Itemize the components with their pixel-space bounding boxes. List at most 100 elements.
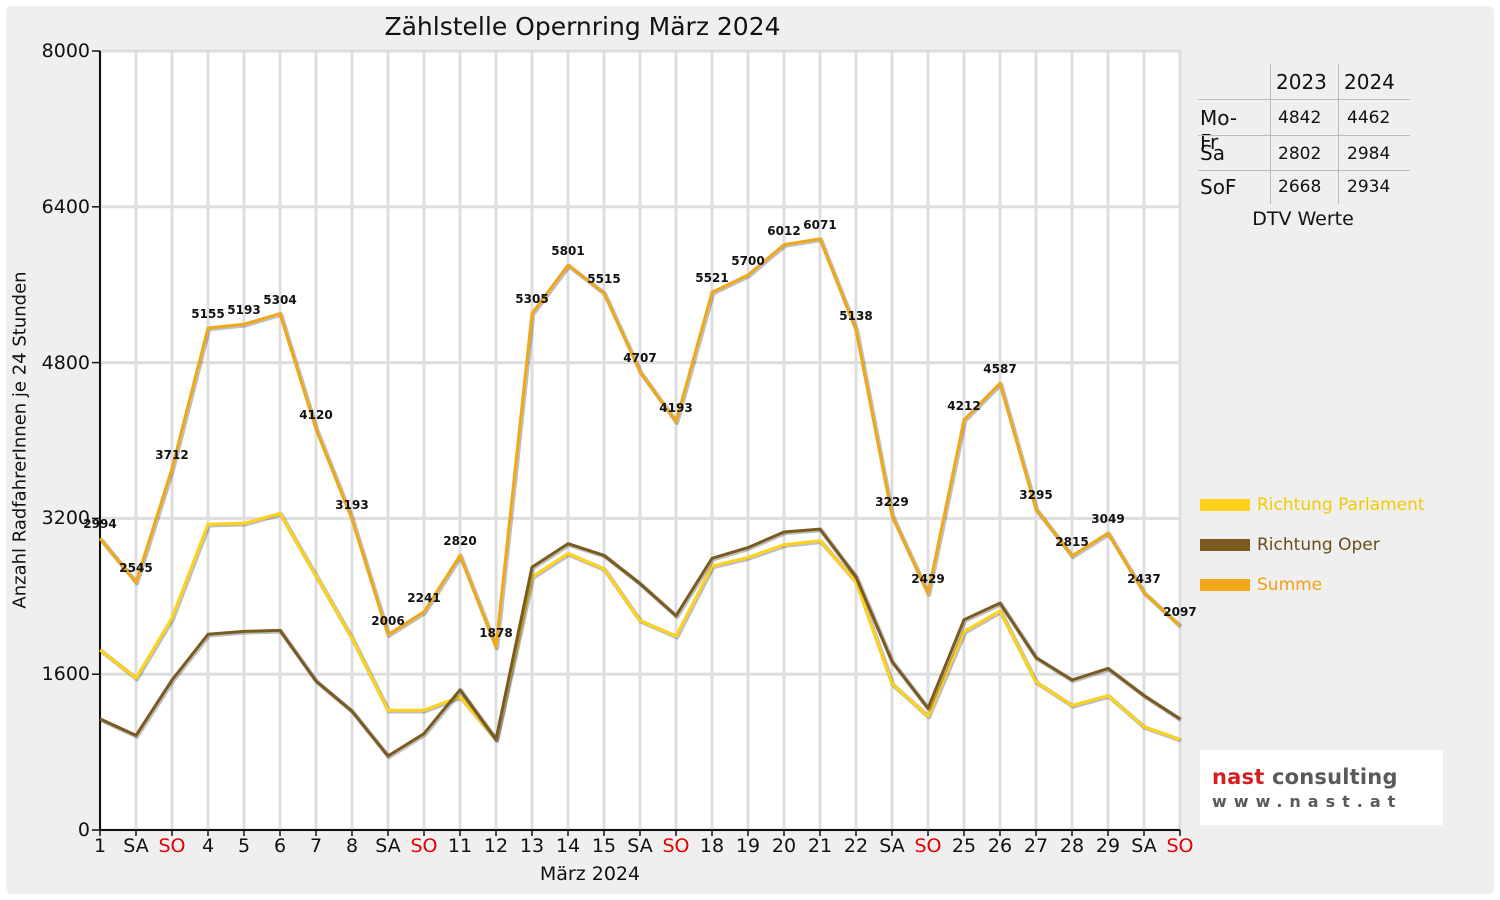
data-label: 4120 — [299, 407, 333, 422]
data-label: 2429 — [911, 572, 945, 587]
data-label: 4707 — [623, 350, 657, 365]
data-label: 2241 — [407, 590, 441, 605]
dtv-rule — [1198, 135, 1410, 136]
x-tick-label: 14 — [555, 835, 581, 857]
data-label: 5305 — [515, 292, 549, 307]
x-tick-label: 28 — [1059, 835, 1085, 857]
logo-wordmark: nast consulting — [1212, 765, 1398, 789]
dtv-row-label: Sa — [1200, 141, 1225, 165]
x-tick-label: 11 — [447, 835, 473, 857]
data-label: 2994 — [83, 517, 117, 532]
data-label: 4212 — [947, 398, 981, 413]
legend-item-oper: Richtung Oper — [1200, 534, 1380, 556]
data-label: 4193 — [659, 400, 693, 415]
x-axis-label: März 2024 — [539, 863, 641, 885]
logo-name-part2: consulting — [1271, 765, 1398, 789]
logo-name-part1: nast — [1212, 765, 1265, 789]
dtv-value: 4462 — [1347, 108, 1391, 128]
dtv-value: 4842 — [1278, 108, 1322, 128]
data-label: 2097 — [1163, 604, 1197, 619]
x-tick-label: 18 — [699, 835, 725, 857]
dtv-row-label: SoF — [1200, 175, 1237, 199]
x-tick-label: 27 — [1023, 835, 1049, 857]
x-tick-label: SO — [662, 835, 690, 857]
x-tick-label: 6 — [273, 835, 287, 857]
data-label: 5515 — [587, 271, 621, 286]
data-label: 2545 — [119, 561, 153, 576]
y-tick-label: 8000 — [41, 40, 90, 62]
legend-label: Summe — [1257, 575, 1323, 595]
data-label: 3229 — [875, 494, 909, 509]
x-tick-label: 26 — [987, 835, 1013, 857]
x-tick-label: SA — [627, 835, 653, 857]
legend-item-parlament: Richtung Parlament — [1200, 494, 1425, 516]
y-tick-label: 6400 — [41, 195, 90, 218]
x-tick-label: SO — [1166, 835, 1194, 857]
legend-swatch — [1200, 499, 1250, 511]
legend-label: Richtung Parlament — [1257, 495, 1425, 515]
x-tick-label: 22 — [843, 835, 869, 857]
y-tick-label: 3200 — [41, 507, 90, 530]
y-tick-label: 0 — [77, 819, 90, 841]
x-tick-label: SA — [375, 835, 401, 857]
dtv-rule — [1338, 64, 1339, 204]
legend-swatch — [1200, 539, 1250, 551]
data-label: 2437 — [1127, 571, 1161, 586]
x-tick-label: 12 — [483, 835, 509, 857]
y-axis-label: Anzahl RadfahrerInnen je 24 Stunden — [9, 271, 31, 609]
data-label: 5155 — [191, 307, 225, 322]
axes — [92, 50, 1181, 836]
data-label: 6012 — [767, 223, 801, 238]
x-tick-label: 21 — [807, 835, 833, 857]
data-label: 5521 — [695, 271, 729, 286]
y-tick-label: 1600 — [41, 663, 90, 686]
data-label: 2006 — [371, 613, 405, 628]
x-tick-label: 5 — [237, 835, 251, 857]
dtv-rule — [1198, 99, 1410, 100]
data-label: 3295 — [1019, 488, 1053, 503]
data-label: 4587 — [983, 362, 1017, 377]
data-label: 5138 — [839, 308, 873, 323]
series-line-summe — [98, 237, 1182, 649]
dtv-value: 2934 — [1347, 177, 1391, 197]
x-tick-label: SA — [1131, 835, 1157, 857]
x-tick-label: SO — [914, 835, 942, 857]
x-tick-label: SO — [158, 835, 186, 857]
company-logo: nast consulting www.nast.at — [1200, 750, 1443, 825]
logo-url: www.nast.at — [1212, 792, 1403, 811]
x-tick-label: SA — [123, 835, 149, 857]
series-line-richtung-parlament — [99, 512, 1181, 741]
dtv-rule — [1270, 64, 1271, 204]
series-line-richtung-oper — [99, 527, 1181, 758]
series-lines — [98, 237, 1183, 760]
data-label: 6071 — [803, 217, 837, 232]
dtv-value: 2668 — [1278, 177, 1322, 197]
x-tick-label: 15 — [591, 835, 617, 857]
data-label: 5304 — [263, 292, 297, 307]
x-tick-label: 13 — [519, 835, 545, 857]
x-tick-label: 1 — [93, 835, 107, 857]
dtv-caption: DTV Werte — [1252, 208, 1354, 230]
data-label: 2815 — [1055, 534, 1089, 549]
x-tick-label: 19 — [735, 835, 761, 857]
legend-swatch — [1200, 579, 1250, 591]
dtv-row-label: Mo-Fr — [1200, 106, 1238, 154]
data-label: 3049 — [1091, 512, 1125, 527]
legend-label: Richtung Oper — [1257, 535, 1380, 555]
data-label: 1878 — [479, 626, 513, 641]
x-tick-label: 29 — [1095, 835, 1121, 857]
data-label: 5700 — [731, 253, 765, 268]
data-label: 5193 — [227, 303, 261, 318]
dtv-rule — [1198, 170, 1410, 171]
x-tick-label: 20 — [771, 835, 797, 857]
x-tick-label: 7 — [309, 835, 323, 857]
x-tick-label: 25 — [951, 835, 977, 857]
dtv-value: 2984 — [1347, 144, 1391, 164]
data-label: 2820 — [443, 534, 477, 549]
data-label: 3712 — [155, 447, 189, 462]
dtv-value: 2802 — [1278, 144, 1322, 164]
chart-title: Zählstelle Opernring März 2024 — [384, 12, 781, 41]
dtv-header-2024: 2024 — [1344, 70, 1395, 94]
data-label: 3193 — [335, 498, 369, 513]
